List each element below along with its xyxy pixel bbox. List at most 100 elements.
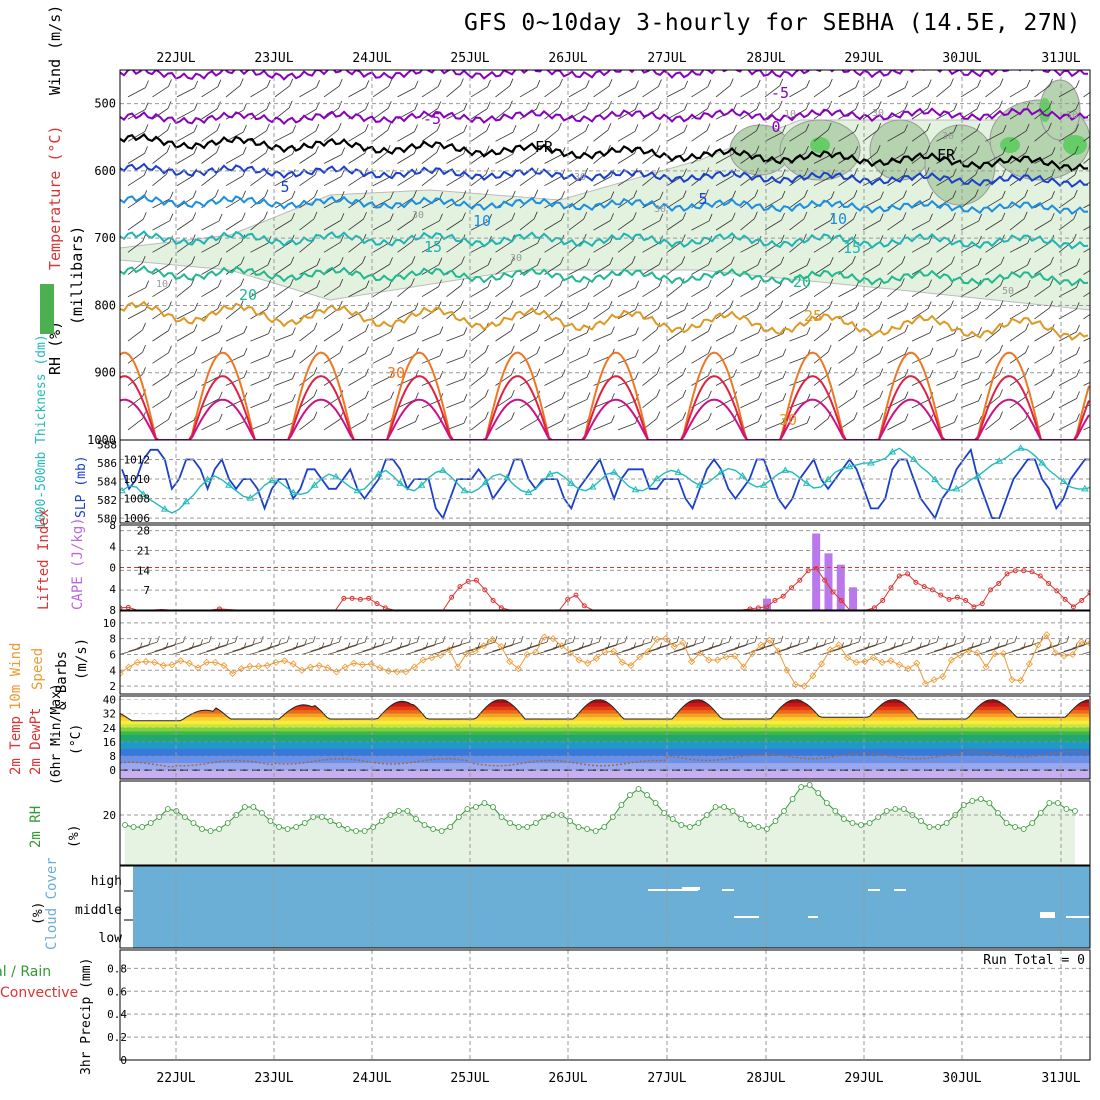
wind10m-barb	[145, 648, 167, 655]
wind10m-marker	[1008, 676, 1016, 684]
temp-tick: 40	[103, 694, 116, 707]
thickness-marker	[1059, 477, 1068, 484]
rh2m-marker	[404, 808, 411, 814]
rh2m-plot	[122, 782, 1078, 865]
wind-barb	[593, 129, 609, 142]
wind-barb-flag	[487, 301, 491, 309]
wind-barb	[838, 352, 855, 364]
wind10m-marker	[1077, 638, 1085, 646]
wind-barb	[691, 86, 709, 98]
wind10m-marker	[601, 648, 609, 656]
wind-barb-flag	[411, 278, 415, 286]
wind-barb	[642, 130, 658, 142]
wind-barb-flag	[168, 257, 173, 265]
wind-barb	[1009, 218, 1025, 231]
rh2m-marker	[276, 824, 282, 830]
wind-barb-flag	[436, 123, 441, 131]
wind-barb-flag	[952, 212, 956, 220]
wind-barb	[495, 175, 513, 187]
wind10m-barb	[284, 644, 305, 652]
wind-barb	[201, 242, 220, 253]
rh2m-marker	[353, 828, 359, 834]
rh2m-marker	[395, 808, 402, 814]
wind-barb	[568, 130, 586, 142]
wind-barb-flag	[878, 301, 883, 309]
wind-barb	[862, 264, 880, 275]
wind10m-barb	[431, 648, 452, 655]
isotherm-label: 5	[280, 178, 289, 196]
wind-barb	[152, 286, 170, 298]
wind-barb-flag	[488, 213, 493, 222]
cloud-level-label: middle	[75, 903, 122, 918]
temp2m-plot	[120, 698, 1090, 779]
wind10m-barb	[189, 641, 210, 649]
wind-barb-flag	[313, 411, 318, 419]
wind-barb-flag	[535, 123, 540, 132]
wind10m-axis-title-b: Speed	[30, 648, 46, 690]
wind-barb	[813, 129, 829, 142]
cape-bar	[824, 553, 833, 610]
rh2m-marker	[883, 808, 890, 814]
rh2m-marker	[618, 802, 625, 808]
wind-barb-flag	[288, 100, 293, 108]
wind10m-barb	[414, 644, 435, 652]
wind-barb	[617, 109, 636, 120]
wind-barb	[985, 418, 1000, 431]
wind-barb	[1058, 308, 1077, 320]
wind-barb	[936, 263, 952, 275]
wind10m-barb	[613, 648, 634, 655]
wind-barb	[617, 240, 633, 253]
wind-barb-flag	[463, 416, 468, 424]
wind-barb	[201, 286, 219, 298]
wind-barb-flag	[315, 123, 320, 132]
wind-barb-flag	[658, 257, 663, 265]
wind10m-barb	[345, 641, 366, 649]
wind-barb-flag	[215, 189, 219, 197]
cloud-gap	[682, 887, 700, 890]
li-marker	[979, 601, 985, 607]
wind-barb	[617, 87, 636, 98]
cloud-gap	[648, 889, 698, 891]
wind10m-barb	[795, 648, 816, 655]
wind-barb	[176, 109, 195, 120]
wind-barb	[127, 396, 143, 409]
wind-barb	[715, 131, 734, 142]
wind-barb	[617, 262, 633, 275]
wind-barb	[274, 356, 293, 364]
wind-barb-flag	[1026, 79, 1031, 88]
wind-barb-flag	[487, 257, 492, 266]
wind-barb-flag	[976, 123, 981, 131]
thickness-marker	[631, 485, 640, 493]
wind-barb	[862, 129, 878, 142]
rh2m-marker	[130, 824, 137, 830]
wind10m-marker	[229, 669, 237, 678]
wind-barb	[740, 376, 759, 386]
wind10m-barb-flag	[312, 636, 316, 643]
wind10m-marker	[445, 646, 453, 654]
wind-barb-flag	[780, 234, 785, 243]
wind-barb-flag	[827, 411, 832, 419]
wind10m-barb	[977, 648, 998, 655]
wind-barb	[887, 109, 906, 120]
temp-axis-title-b: 2m DewPt	[28, 708, 44, 775]
wind-barb-flag	[341, 147, 346, 155]
wind-barb	[691, 242, 710, 253]
wind-barb-flag	[609, 279, 613, 287]
wind-barb-flag	[439, 213, 443, 221]
wind-barb	[1083, 337, 1090, 342]
wind-barb-flag	[806, 258, 811, 266]
li-marker	[938, 592, 944, 598]
wind-barb-flag	[390, 391, 395, 399]
wind-barb	[519, 130, 537, 142]
wind-barb-flag	[756, 79, 761, 88]
wind-barb	[544, 307, 560, 320]
wind-barb	[544, 107, 560, 120]
wind-barb-flag	[586, 392, 591, 400]
wind-barb	[936, 109, 955, 120]
wind-barb	[789, 264, 808, 275]
temp-band	[120, 756, 1090, 768]
rh2m-marker	[507, 820, 514, 826]
wind-barb-flag	[903, 146, 908, 154]
wind-barb	[960, 422, 979, 431]
wind-barb-flag	[707, 368, 712, 376]
